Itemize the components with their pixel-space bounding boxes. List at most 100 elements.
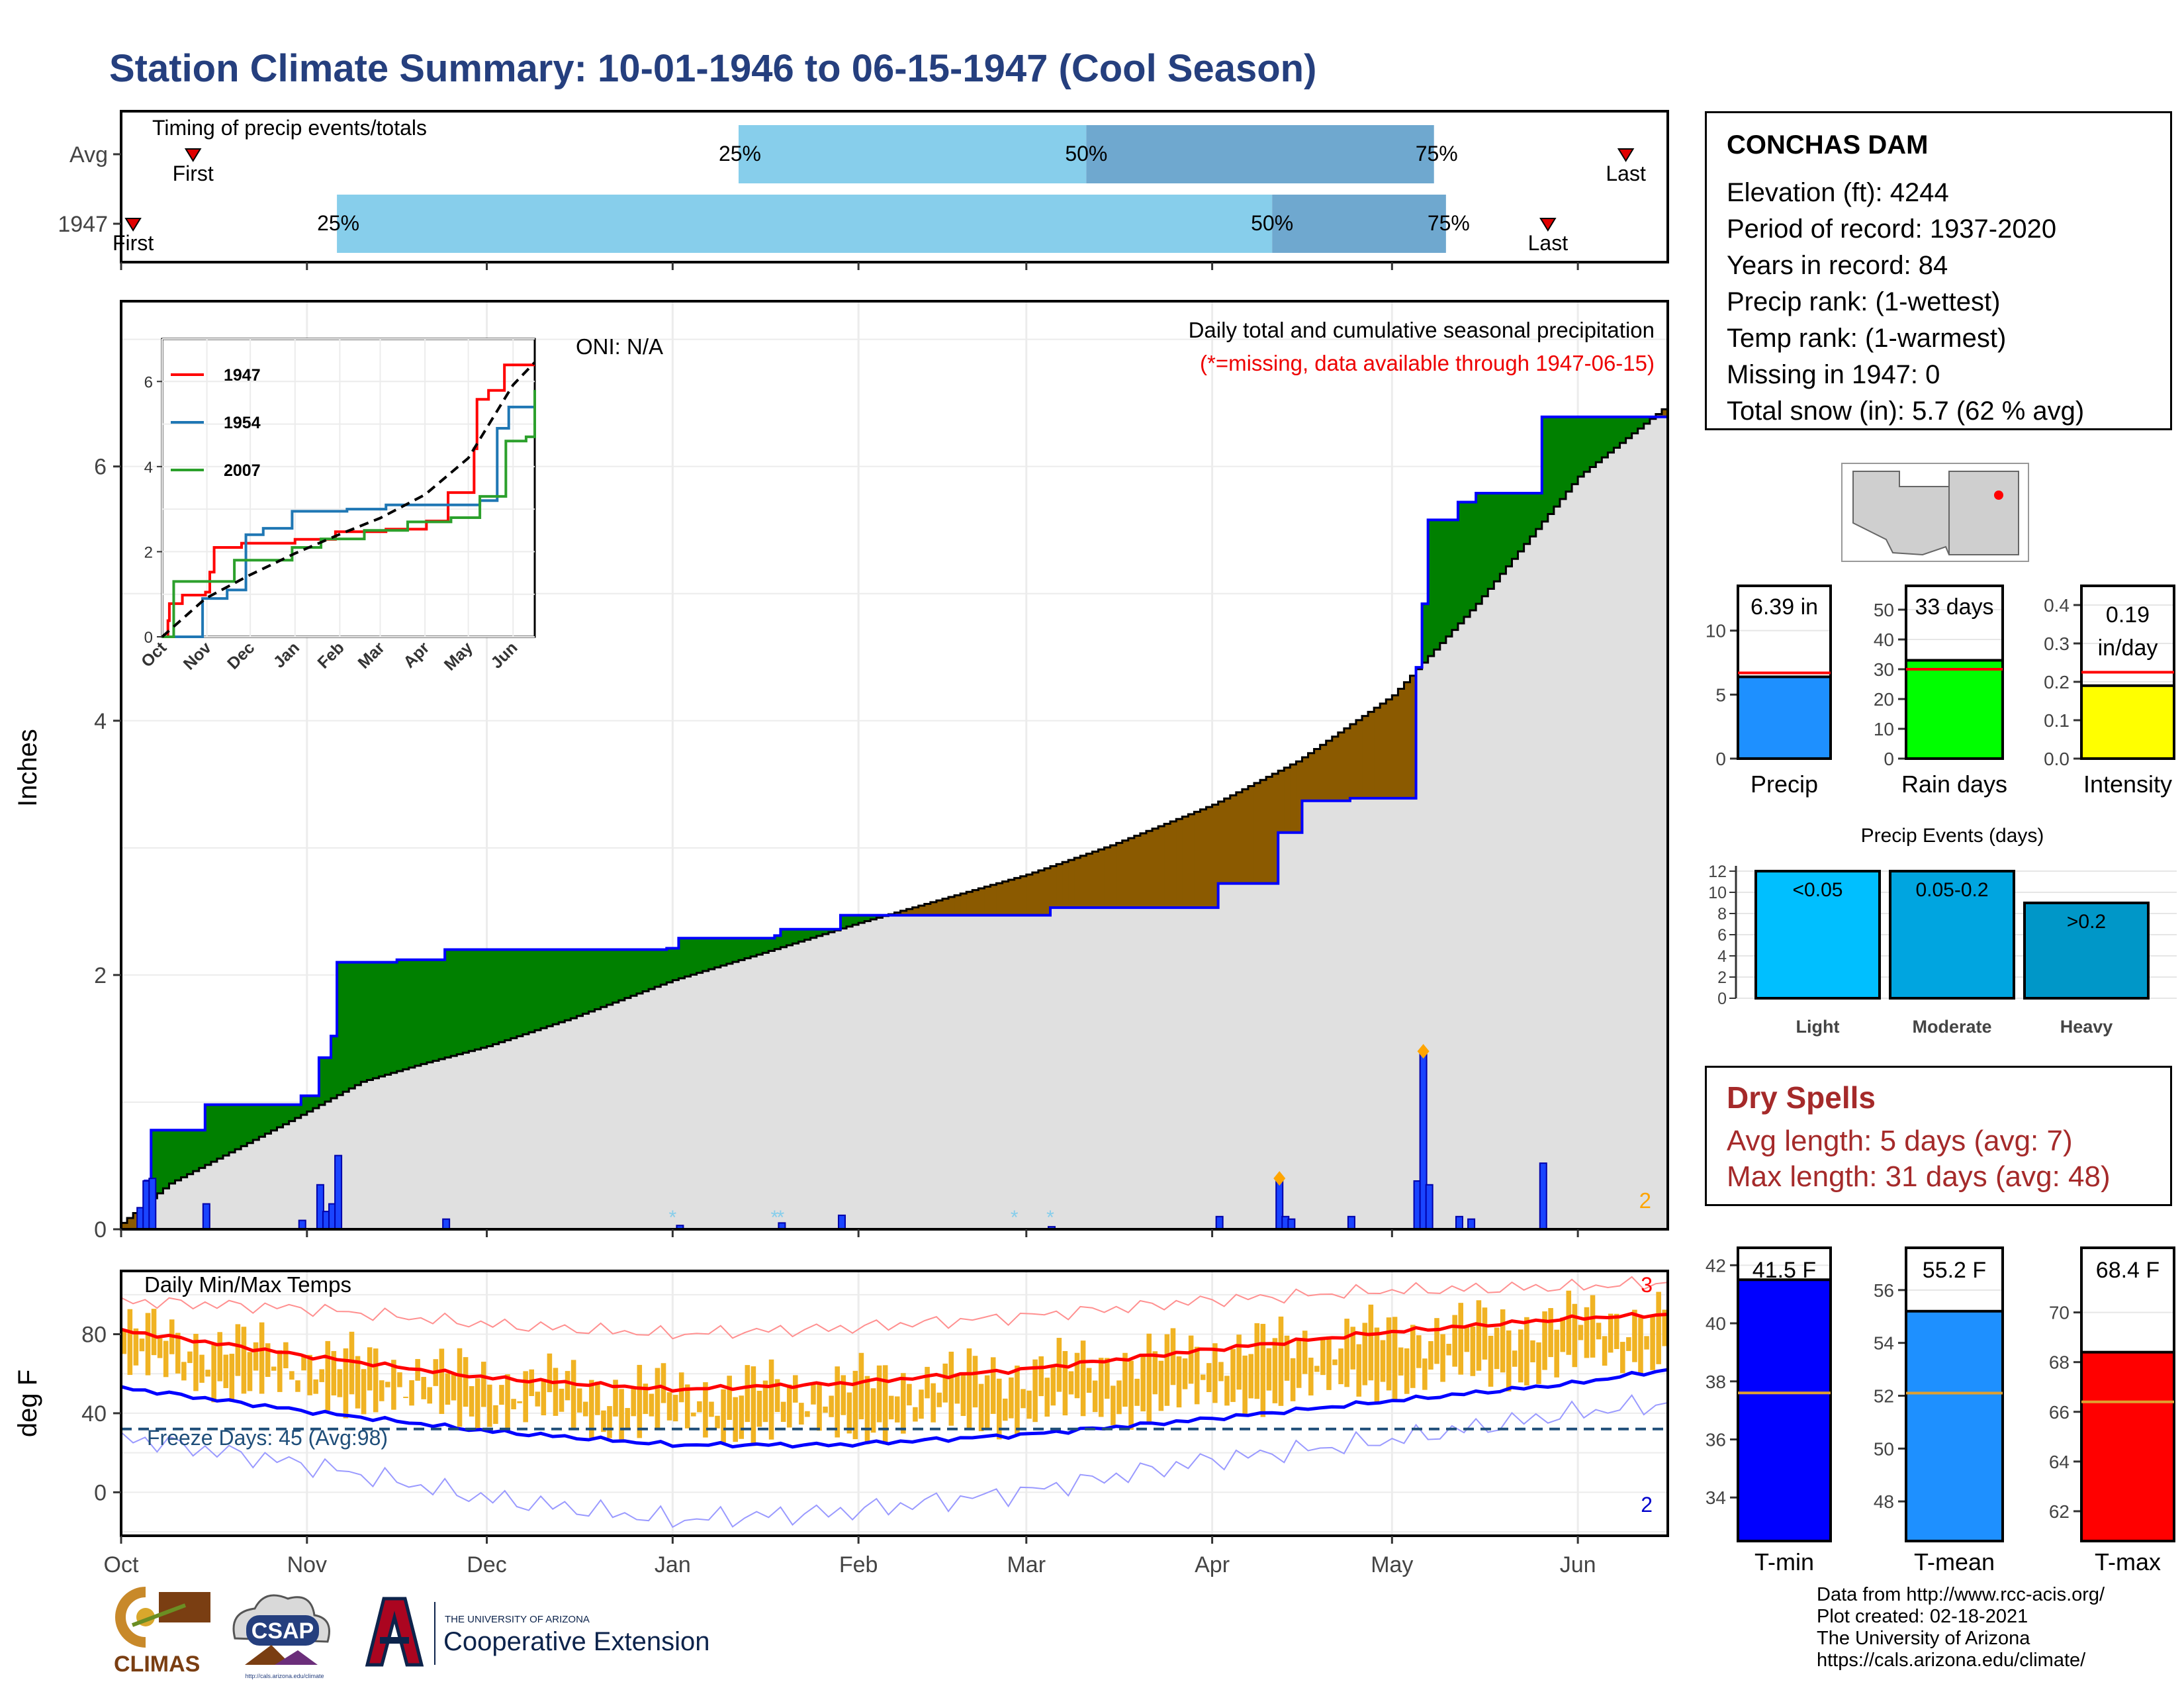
daily-temp-bar <box>1554 1329 1559 1378</box>
below-normal-day <box>1368 712 1375 798</box>
below-normal-day <box>990 884 997 915</box>
intensity-ytick-label: 0.1 <box>2044 710 2070 731</box>
q75-label: 75% <box>1428 211 1470 235</box>
above-normal-day <box>420 959 428 1064</box>
normal-area-day <box>1176 908 1183 1229</box>
tmax-stat-ytick-label: 68 <box>2049 1352 2070 1373</box>
first-marker <box>124 218 142 232</box>
normal-area-day <box>1266 883 1273 1229</box>
above-normal-day <box>408 959 416 1068</box>
daily-temp-bar <box>1656 1291 1661 1364</box>
daily-temp-bar <box>391 1360 396 1410</box>
above-normal-day <box>396 959 404 1072</box>
daily-temp-bar <box>1152 1351 1158 1395</box>
daily-temp-bar <box>325 1340 331 1411</box>
normal-area-day <box>1362 798 1369 1229</box>
temp-month-label: Feb <box>839 1552 878 1577</box>
below-normal-day <box>1044 868 1051 915</box>
inset-series-1954 <box>162 402 536 638</box>
below-normal-day <box>1380 703 1387 798</box>
tmin-stat-ytick-label: 40 <box>1706 1313 1726 1334</box>
daily-temp-bar <box>595 1382 600 1415</box>
daily-temp-bar <box>361 1369 367 1415</box>
event-bar-moderate <box>1889 870 2015 1000</box>
events-title: Precip Events (days) <box>1861 825 2044 847</box>
above-normal-day <box>786 929 794 946</box>
daily-temp-bar <box>1458 1303 1464 1375</box>
daily-temp-bar <box>187 1351 193 1364</box>
daily-temp-bar <box>1105 1358 1110 1399</box>
normal-area-day <box>510 1038 518 1229</box>
normal-area-day <box>222 1155 230 1229</box>
below-normal-day <box>1164 823 1171 908</box>
daily-temp-bar <box>1566 1290 1572 1355</box>
daily-temp-bar <box>990 1357 996 1414</box>
below-normal-day <box>1326 741 1333 801</box>
daily-temp-bar <box>535 1391 541 1407</box>
above-normal-day <box>343 962 349 1092</box>
normal-area-day <box>996 915 1003 1229</box>
daily-temp-bar <box>907 1383 912 1406</box>
daily-temp-bar <box>1578 1325 1584 1340</box>
daily-temp-bar <box>613 1380 618 1417</box>
normal-area-day <box>1572 484 1578 1229</box>
normal-area-day <box>565 1020 571 1229</box>
normal-area-day <box>690 974 698 1229</box>
rain-days-category: Rain days <box>1901 771 2007 798</box>
temp-month-label: Apr <box>1195 1552 1230 1577</box>
temp-frame <box>120 1270 1669 1537</box>
normal-area-day <box>295 1117 302 1229</box>
below-normal-day <box>1253 782 1261 884</box>
above-normal-day <box>516 949 523 1037</box>
normal-area-day <box>918 915 925 1229</box>
above-normal-day <box>486 949 494 1047</box>
daily-precip-bar <box>1287 1218 1296 1231</box>
daily-temp-bar <box>217 1332 222 1382</box>
above-normal-day <box>570 949 578 1019</box>
daily-temp-bar <box>1596 1323 1602 1340</box>
normal-area-day <box>259 1137 265 1229</box>
daily-temp-bar <box>307 1354 312 1395</box>
above-normal-day <box>600 949 608 1008</box>
below-normal-day <box>1104 847 1111 908</box>
daily-temp-bar <box>1662 1309 1667 1346</box>
daily-temp-bar <box>774 1379 780 1413</box>
normal-area-day <box>738 960 745 1229</box>
normal-area-day <box>312 1108 320 1229</box>
normal-area-day <box>457 1054 463 1229</box>
below-normal-day <box>1302 757 1309 801</box>
temp-month-label: Dec <box>467 1552 506 1577</box>
normal-area-day <box>876 917 883 1229</box>
csap-logo: CSAP http://cals.arizona.edu/climate <box>232 1594 330 1679</box>
below-normal-day <box>1032 872 1039 915</box>
normal-area-day <box>708 969 715 1229</box>
daily-temp-bar <box>1452 1315 1457 1367</box>
daily-temp-bar <box>1410 1325 1416 1388</box>
daily-temp-bar <box>948 1351 954 1426</box>
daily-temp-bar <box>1026 1390 1032 1419</box>
daily-temp-bar <box>1368 1304 1374 1381</box>
temp-ytick-label: 0 <box>94 1480 107 1505</box>
daily-temp-bar <box>678 1372 684 1403</box>
daily-temp-bar <box>295 1380 300 1392</box>
above-normal-day <box>451 949 457 1056</box>
normal-area-day <box>768 951 775 1229</box>
below-normal-day <box>1026 874 1033 915</box>
daily-temp-bar <box>1518 1329 1524 1383</box>
normal-area-day <box>858 923 865 1229</box>
below-normal-day <box>972 890 979 915</box>
above-normal-day <box>810 929 817 938</box>
daily-temp-bar <box>805 1411 810 1417</box>
inset-normal-line <box>161 361 536 638</box>
below-normal-day <box>1242 789 1249 884</box>
above-normal-day <box>151 1130 158 1199</box>
normal-area-day <box>1410 798 1417 1229</box>
below-normal-day <box>1182 816 1189 908</box>
daily-temp-bar <box>780 1401 786 1423</box>
normal-area-day <box>1649 418 1657 1229</box>
tmean-stat-ytick-label: 56 <box>1874 1280 1894 1301</box>
normal-area-day <box>649 989 655 1229</box>
normal-area-day <box>894 915 901 1229</box>
normal-area-day <box>1374 798 1381 1229</box>
page-title: Station Climate Summary: 10-01-1946 to 0… <box>109 47 1317 90</box>
